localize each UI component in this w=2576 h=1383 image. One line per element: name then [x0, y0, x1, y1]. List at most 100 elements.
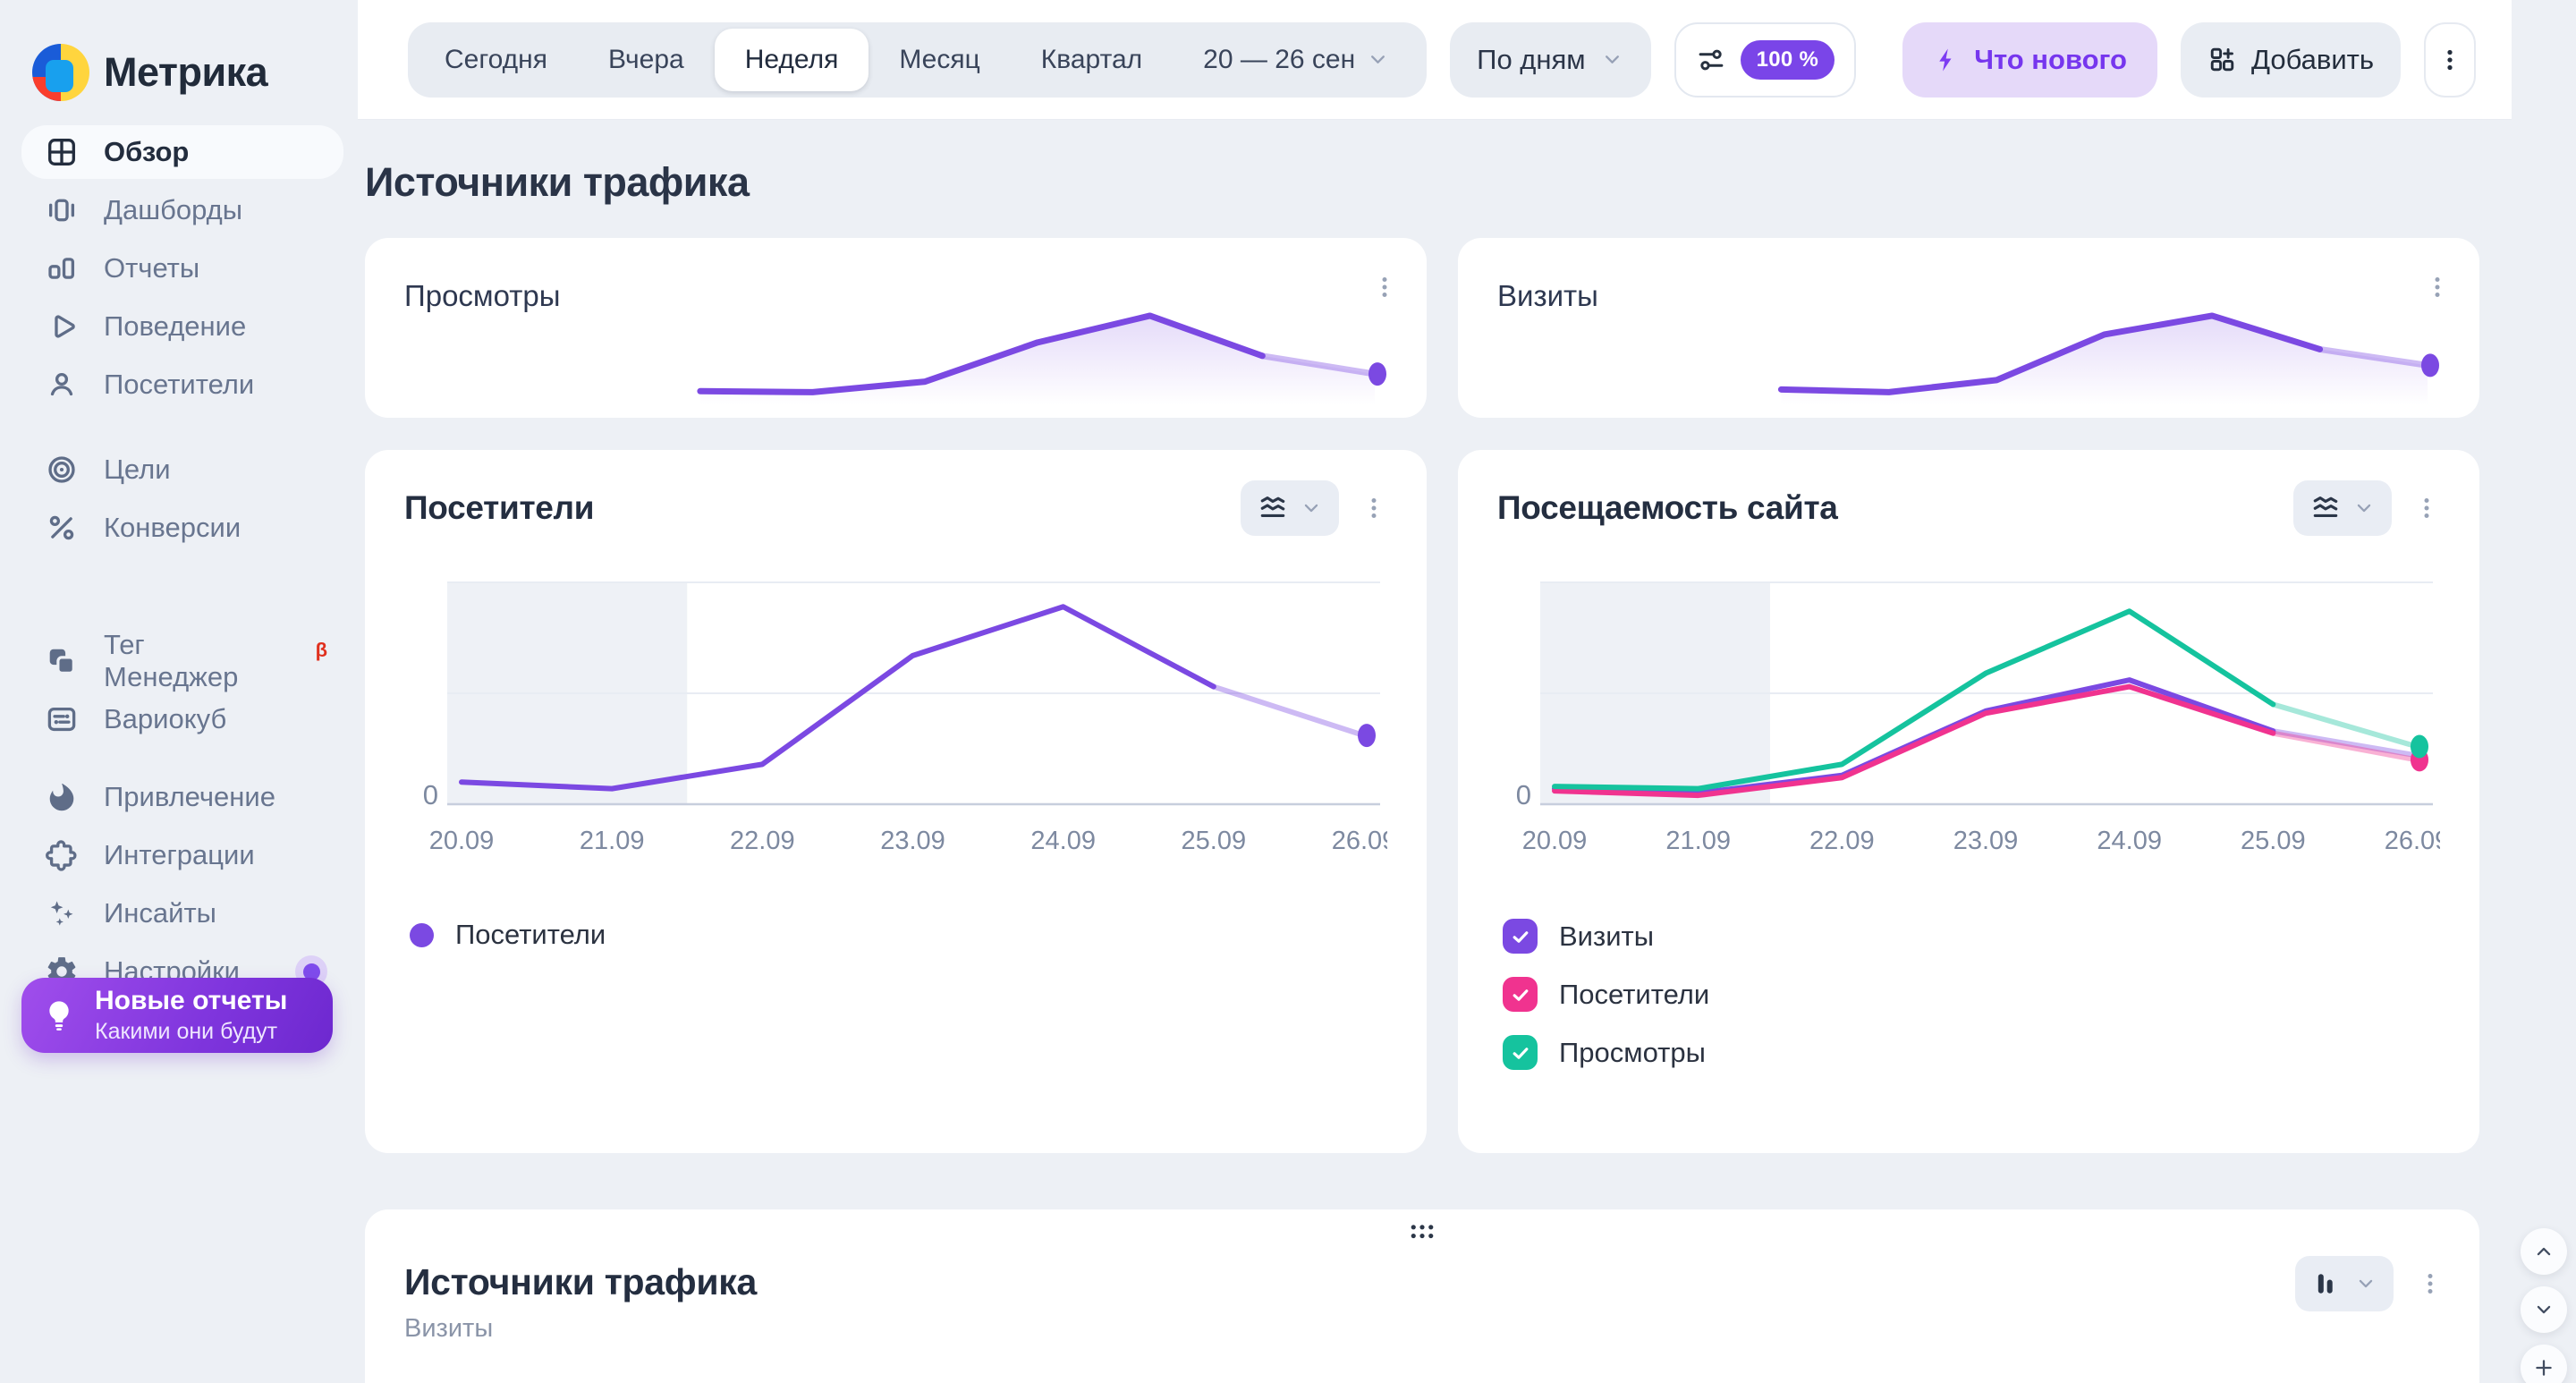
card-subtitle: Визиты: [404, 1314, 494, 1343]
tab-yesterday[interactable]: Вчера: [578, 29, 715, 91]
sampling-settings-button[interactable]: 100 %: [1674, 21, 1857, 98]
visitors-line-chart: 0 20.09 21.09 22.09 23.09 24.09 25.09 26.09: [423, 581, 1387, 855]
card-title: Визиты: [1497, 279, 1598, 312]
kebab-menu-icon: [2447, 49, 2453, 70]
tab-today[interactable]: Сегодня: [414, 29, 578, 91]
whats-new-button[interactable]: Что нового: [1902, 21, 2157, 98]
drag-handle[interactable]: [1408, 1220, 1436, 1246]
chevron-down-icon: [1304, 504, 1318, 513]
tab-quarter[interactable]: Квартал: [1011, 29, 1173, 91]
promo-text: Новые отчеты Какими они будут: [95, 986, 287, 1045]
chevron-up-icon: [2537, 1247, 2551, 1256]
legend-item-views[interactable]: Просмотры: [1503, 1035, 2440, 1070]
acquisition-flame-icon: [45, 780, 79, 814]
card-menu-button[interactable]: [2424, 274, 2451, 301]
sidebar-item-insights[interactable]: Инсайты: [21, 887, 343, 940]
svg-text:24.09: 24.09: [2097, 827, 2162, 855]
legend-item-visits[interactable]: Визиты: [1503, 919, 2440, 954]
sidebar-item-label: Интеграции: [104, 839, 255, 870]
scroll-up-button[interactable]: [2521, 1228, 2567, 1275]
kebab-menu-icon: [2435, 277, 2440, 297]
metrika-logo[interactable]: Метрика: [0, 0, 358, 116]
tag-manager-squares-icon: [45, 644, 79, 678]
views-sparkline-chart: [697, 312, 1386, 405]
sidebar: Метрика Обзор Дашборды Отчеты: [0, 0, 358, 1383]
sidebar-item-dashboards[interactable]: Дашборды: [21, 183, 343, 237]
sidebar-item-overview[interactable]: Обзор: [21, 125, 343, 179]
reports-bars-icon: [45, 251, 79, 285]
bar-chart-type-icon: [2318, 1274, 2333, 1294]
sidebar-item-label: Дашборды: [104, 194, 242, 225]
more-menu-button[interactable]: [2424, 21, 2476, 98]
svg-text:23.09: 23.09: [880, 827, 945, 855]
toolbar: Сегодня Вчера Неделя Месяц Квартал 20 — …: [358, 0, 2512, 120]
date-range-selector[interactable]: 20 — 26 сен: [1173, 29, 1420, 91]
new-reports-promo-button[interactable]: Новые отчеты Какими они будут: [21, 978, 333, 1053]
nav-group-divider: [21, 751, 343, 770]
add-widget-button[interactable]: Добавить: [2180, 21, 2401, 98]
sidebar-item-label: Вариокуб: [104, 703, 227, 734]
card-menu-button[interactable]: [2417, 1270, 2444, 1297]
site-traffic-line-chart: 0 20.09 21.09 22.09 23.09 24.09 25.09 26.09: [1516, 581, 2440, 855]
chart-type-select[interactable]: [1241, 480, 1339, 536]
site-traffic-card: Посещаемость сайта 0 20.09 21.09 22.09 23.09…: [1458, 450, 2479, 1153]
sampling-badge: 100 %: [1740, 39, 1835, 80]
card-menu-button[interactable]: [1371, 274, 1398, 301]
legend-item-visitors[interactable]: Посетители: [410, 919, 1387, 951]
tab-week[interactable]: Неделя: [714, 28, 869, 91]
sidebar-item-label: Инсайты: [104, 897, 216, 929]
promo-title: Новые отчеты: [95, 986, 288, 1015]
integrations-puzzle-icon: [45, 838, 79, 872]
conversions-percent-icon: [45, 511, 79, 545]
card-title: Просмотры: [404, 279, 561, 312]
nav-group-divider: [21, 416, 343, 443]
sidebar-item-acquisition[interactable]: Привлечение: [21, 770, 343, 824]
legend-item-visitors[interactable]: Посетители: [1503, 977, 2440, 1012]
chevron-down-icon: [1371, 55, 1385, 64]
sidebar-item-goals[interactable]: Цели: [21, 443, 343, 496]
app-title: Метрика: [104, 49, 268, 95]
goals-target-icon: [45, 453, 79, 487]
card-title: Посетители: [404, 489, 595, 526]
sidebar-item-visitors[interactable]: Посетители: [21, 358, 343, 412]
svg-text:22.09: 22.09: [730, 827, 795, 855]
card-menu-button[interactable]: [2413, 495, 2440, 522]
add-button[interactable]: [2521, 1345, 2567, 1383]
chevron-down-icon: [2357, 504, 2371, 513]
visitors-user-icon: [45, 368, 79, 402]
sidebar-item-reports[interactable]: Отчеты: [21, 242, 343, 295]
page-title: Источники трафика: [365, 159, 750, 205]
check-icon: [1513, 988, 1528, 1001]
sidebar-item-conversions[interactable]: Конверсии: [21, 501, 343, 555]
scroll-down-button[interactable]: [2521, 1286, 2567, 1333]
card-menu-button[interactable]: [1360, 495, 1387, 522]
chart-legend: Визиты Посетители Просмотры: [1497, 919, 2440, 1070]
svg-text:25.09: 25.09: [2241, 827, 2306, 855]
sidebar-item-tag-manager[interactable]: Тег Менеджер β: [21, 629, 343, 692]
variocube-card-icon: [45, 702, 79, 736]
sidebar-item-label: Поведение: [104, 310, 247, 342]
sidebar-item-label: Тег Менеджер: [104, 629, 239, 692]
metrika-logo-icon: [32, 44, 89, 101]
overview-grid-icon: [45, 135, 79, 169]
checkbox-checked[interactable]: [1503, 1035, 1538, 1070]
drag-dots-icon: [1411, 1225, 1434, 1239]
lightning-bolt-icon: [1939, 48, 1952, 71]
views-card: Просмотры: [365, 238, 1427, 418]
chart-type-select[interactable]: [2293, 480, 2392, 536]
kebab-menu-icon: [2428, 1274, 2433, 1294]
svg-text:21.09: 21.09: [580, 827, 645, 855]
period-segmented-control: Сегодня Вчера Неделя Месяц Квартал 20 — …: [408, 21, 1428, 98]
visits-card: Визиты: [1458, 238, 2479, 418]
sidebar-item-behavior[interactable]: Поведение: [21, 300, 343, 353]
sidebar-item-label: Посетители: [104, 369, 255, 400]
tab-month[interactable]: Месяц: [869, 29, 1010, 91]
chart-type-select[interactable]: [2295, 1256, 2394, 1311]
sidebar-item-integrations[interactable]: Интеграции: [21, 828, 343, 882]
checkbox-checked[interactable]: [1503, 919, 1538, 954]
visits-sparkline-chart: [1777, 312, 2439, 405]
sidebar-item-variocube[interactable]: Вариокуб: [21, 692, 343, 746]
svg-text:26.09: 26.09: [2385, 827, 2440, 855]
checkbox-checked[interactable]: [1503, 977, 1538, 1012]
granularity-select[interactable]: По дням: [1450, 21, 1651, 98]
